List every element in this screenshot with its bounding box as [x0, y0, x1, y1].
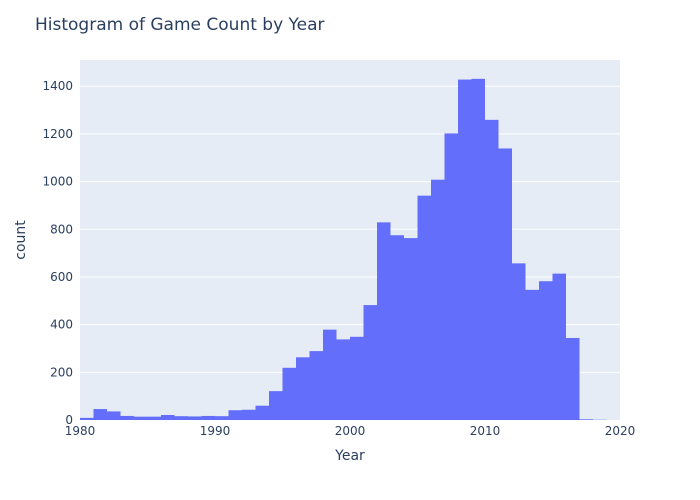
bar-2000: [350, 336, 364, 420]
x-tick-label-2020: 2020: [605, 424, 636, 438]
bar-2004: [404, 238, 418, 420]
bar-1996: [296, 357, 310, 420]
bar-1994: [269, 391, 283, 420]
bar-2003: [390, 235, 404, 420]
bar-1980: [80, 417, 94, 420]
bar-2015: [552, 273, 566, 420]
chart-title: Histogram of Game Count by Year: [35, 15, 325, 35]
x-axis-ticks: 1980 1990 2000 2010 2020: [65, 424, 636, 438]
bar-2016: [566, 337, 580, 420]
bar-1989: [201, 415, 215, 420]
bar-2002: [377, 222, 391, 420]
y-tick-label-0: 0: [65, 413, 73, 427]
bars: [80, 78, 607, 421]
bar-2010: [485, 119, 499, 420]
bar-1988: [188, 416, 202, 420]
bar-2009: [471, 78, 485, 420]
bar-2013: [525, 289, 539, 420]
x-tick-label-1980: 1980: [65, 424, 96, 438]
bar-1986: [161, 414, 175, 420]
bar-2014: [539, 281, 553, 420]
y-tick-label-1400: 1400: [42, 79, 73, 93]
bar-1984: [134, 416, 148, 420]
bar-1993: [255, 405, 269, 420]
bar-2006: [431, 179, 445, 420]
bar-1990: [215, 416, 229, 420]
bar-2001: [363, 305, 377, 420]
bar-1992: [242, 409, 256, 420]
bar-2012: [512, 263, 526, 420]
bar-1982: [107, 411, 121, 420]
y-tick-label-200: 200: [50, 365, 73, 379]
x-tick-label-1990: 1990: [200, 424, 231, 438]
y-tick-label-800: 800: [50, 222, 73, 236]
x-tick-label-2000: 2000: [335, 424, 366, 438]
bar-1985: [147, 416, 161, 420]
y-axis-label: count: [13, 220, 29, 260]
bar-2011: [498, 148, 512, 421]
bar-2007: [444, 133, 458, 420]
bar-1987: [174, 416, 188, 420]
bar-1995: [282, 367, 296, 420]
x-axis-label: Year: [334, 448, 365, 464]
bar-2005: [417, 195, 431, 420]
bar-1998: [323, 329, 337, 420]
x-tick-label-2010: 2010: [470, 424, 501, 438]
bar-2017: [579, 419, 593, 420]
y-axis-ticks: 0 200 400 600 800 1000 1200 1400: [42, 79, 73, 427]
y-tick-label-1200: 1200: [42, 127, 73, 141]
bar-1981: [93, 409, 107, 420]
bar-1999: [336, 339, 350, 420]
bar-1983: [120, 415, 134, 420]
grid-lines: [80, 85, 620, 373]
y-tick-label-400: 400: [50, 318, 73, 332]
y-tick-label-600: 600: [50, 270, 73, 284]
bar-1997: [309, 351, 323, 420]
bar-1991: [228, 410, 242, 420]
y-tick-label-1000: 1000: [42, 175, 73, 189]
bar-2008: [458, 79, 472, 420]
